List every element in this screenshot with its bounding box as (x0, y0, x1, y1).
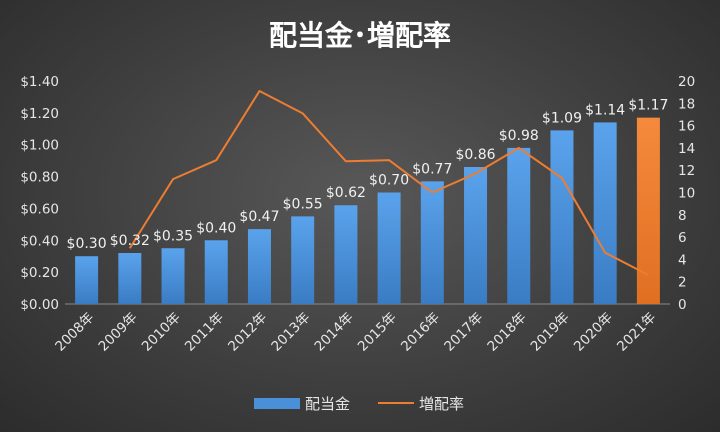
x-tick-label: 2014年 (312, 310, 357, 355)
x-tick-label: 2017年 (441, 310, 486, 355)
y-right-tick-label: 4 (678, 252, 687, 268)
y-left-tick-label: $0.40 (20, 233, 59, 249)
bar-2014年 (334, 205, 358, 304)
x-tick-label: 2019年 (528, 310, 573, 355)
x-tick-label: 2008年 (52, 310, 97, 355)
y-right-tick-label: 6 (678, 230, 687, 246)
bar-value-label: $0.62 (326, 185, 366, 201)
y-right-tick-label: 16 (678, 119, 695, 135)
line-series (128, 90, 649, 276)
legend-label-dividend: 配当金 (305, 395, 350, 413)
bar-2008年 (75, 256, 99, 304)
x-tick-label: 2015年 (355, 310, 400, 355)
legend: 配当金 増配率 (254, 395, 464, 413)
x-tick-label: 2011年 (182, 310, 227, 355)
y-right-tick-label: 18 (678, 96, 695, 112)
y-left-tick-label: $0.20 (20, 265, 59, 281)
y-left-tick-label: $1.40 (20, 74, 59, 90)
bar-value-label: $0.40 (196, 220, 236, 236)
bar-2010年 (161, 248, 185, 304)
bar-value-label: $0.47 (239, 209, 279, 225)
bar-value-label: $0.35 (153, 228, 193, 244)
y-right-tick-label: 2 (678, 275, 687, 291)
bar-2011年 (204, 240, 228, 304)
bar-value-label: $0.32 (110, 233, 150, 249)
x-tick-label: 2012年 (225, 310, 270, 355)
y-right-tick-label: 14 (678, 141, 695, 157)
bar-value-label: $1.17 (628, 98, 668, 114)
y-right-tick-label: 12 (678, 163, 695, 179)
x-tick-label: 2009年 (95, 310, 140, 355)
x-tick-label: 2021年 (614, 310, 659, 355)
bar-2009年 (118, 253, 142, 304)
bar-2019年 (550, 130, 574, 304)
y-left-tick-label: $1.00 (20, 138, 59, 154)
bar-value-label: $0.70 (369, 173, 409, 189)
bar-value-label: $0.30 (67, 236, 107, 252)
x-tick-label: 2016年 (398, 310, 443, 355)
bar-value-label: $0.77 (412, 161, 452, 177)
bar-2018年 (507, 147, 531, 304)
bar-2016年 (420, 181, 444, 304)
bar-2012年 (247, 229, 271, 304)
legend-swatch-dividend (254, 398, 300, 409)
bar-2021年 (636, 117, 660, 304)
chart-title: 配当金･増配率 (269, 19, 451, 52)
y-right-tick-label: 20 (678, 74, 695, 90)
bar-2015年 (377, 192, 401, 304)
y-left-tick-label: $1.20 (20, 106, 59, 122)
bar-2013年 (291, 216, 315, 304)
bar-series (75, 117, 660, 305)
y-left-tick-label: $0.60 (20, 201, 59, 217)
y-right-tick-label: 0 (678, 297, 687, 313)
x-tick-label: 2020年 (571, 310, 616, 355)
y-left-tick-label: $0.00 (20, 297, 59, 313)
x-tick-label: 2013年 (268, 310, 313, 355)
y-right-tick-label: 8 (678, 208, 687, 224)
bar-2017年 (464, 167, 488, 304)
y-left-tick-label: $0.80 (20, 170, 59, 186)
bar-value-label: $0.98 (499, 128, 539, 144)
bar-value-label: $0.86 (455, 147, 495, 163)
bar-value-label: $1.09 (542, 110, 582, 126)
x-tick-label: 2010年 (139, 310, 184, 355)
y-right-tick-label: 10 (678, 186, 695, 202)
bar-value-label: $1.14 (585, 102, 625, 118)
legend-label-growth: 増配率 (419, 395, 464, 413)
x-tick-label: 2018年 (484, 310, 529, 355)
data-labels: $0.30 $0.32 $0.35 $0.40$0.47$0.55$0.62$0.70… (67, 98, 669, 253)
bar-2020年 (593, 122, 617, 305)
bar-value-label: $0.55 (283, 196, 323, 212)
